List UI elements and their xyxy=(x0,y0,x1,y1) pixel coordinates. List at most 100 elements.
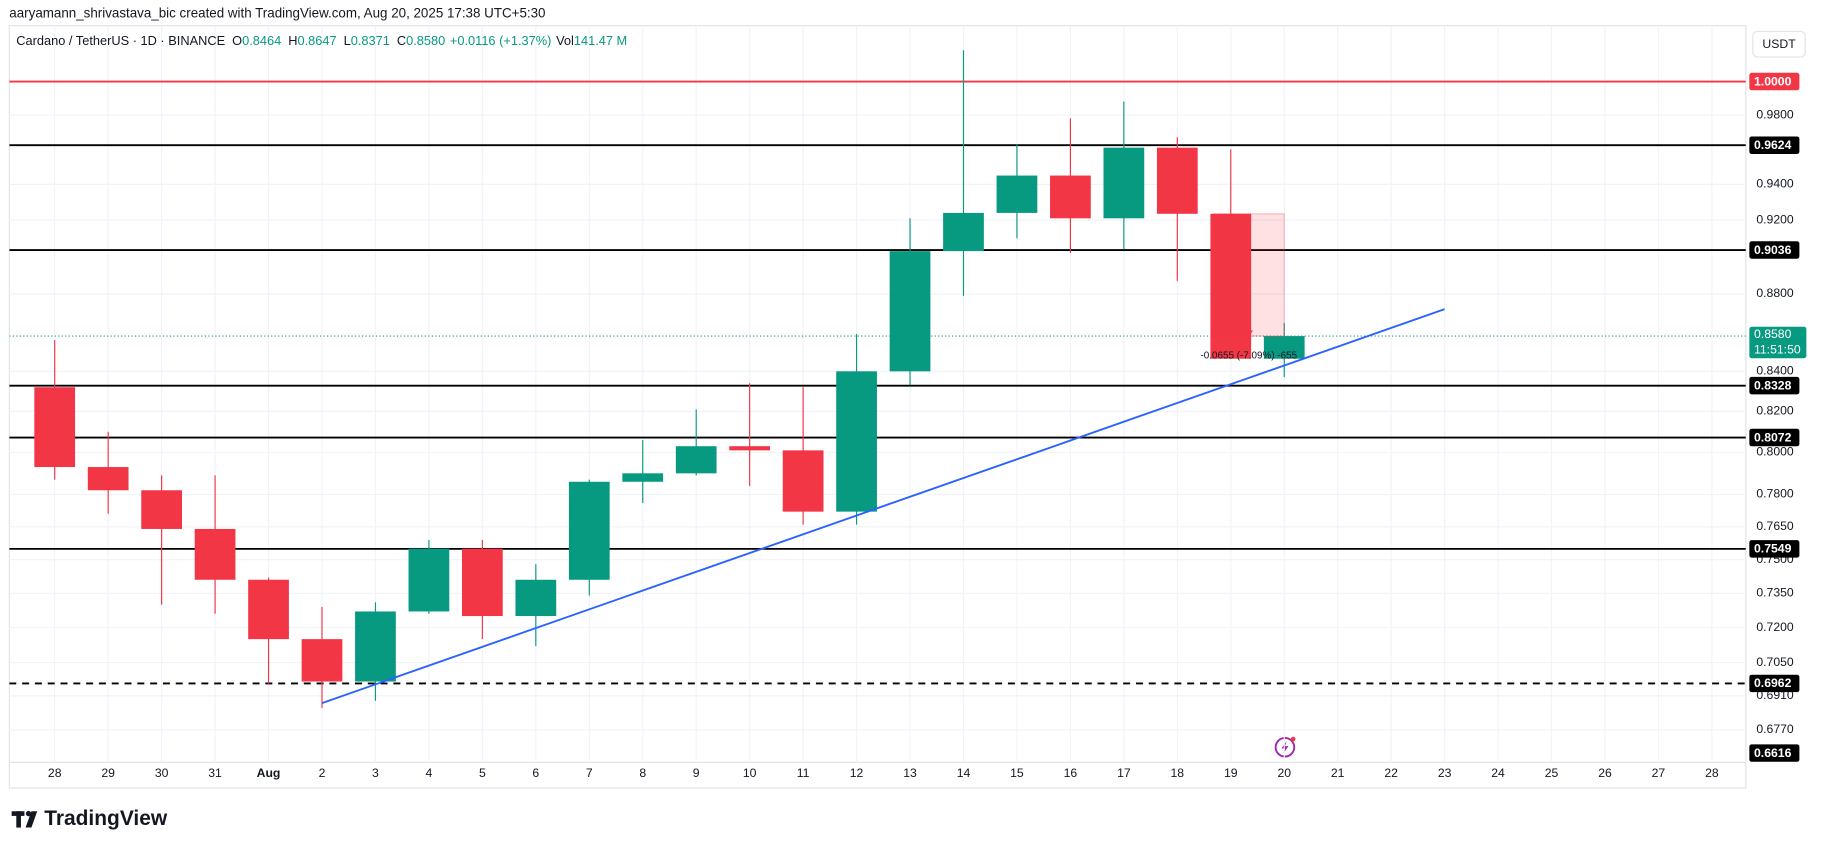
candle-body xyxy=(194,528,236,580)
logo-slash[interactable] xyxy=(25,811,38,828)
footer-logo[interactable]: TradingView xyxy=(11,807,168,830)
current-price-label: 0.8580 xyxy=(1754,327,1792,341)
x-tick-label: 29 xyxy=(101,766,115,780)
logo-dot[interactable] xyxy=(25,810,32,817)
currency-label[interactable]: USDT xyxy=(1762,37,1796,51)
x-tick-label: 28 xyxy=(48,766,62,780)
legend-volume-value: 141.47 M xyxy=(574,33,627,48)
currency-button[interactable]: USDT xyxy=(1752,30,1806,58)
legend-value: 0.8371 xyxy=(351,33,390,48)
y-tick-label: 0.8200 xyxy=(1756,404,1794,418)
plot: -0.0655 (-7.09%) -655 xyxy=(9,50,1746,708)
x-tick-label: 17 xyxy=(1117,766,1131,780)
y-tick-label: 0.7800 xyxy=(1756,487,1794,501)
level-label: 0.9036 xyxy=(1754,243,1792,257)
x-tick-label: 11 xyxy=(797,766,810,780)
legend-key: O xyxy=(232,33,242,48)
x-tick-label: 10 xyxy=(743,766,757,780)
y-tick-label: 0.7650 xyxy=(1756,519,1794,533)
x-tick-label: 4 xyxy=(426,766,433,780)
trendline xyxy=(321,308,1445,704)
countdown-label: 11:51:50 xyxy=(1754,342,1801,356)
currency-box[interactable] xyxy=(1752,30,1806,58)
level-label: 0.6616 xyxy=(1754,746,1792,760)
x-tick-label: 30 xyxy=(155,766,169,780)
brand[interactable]: TradingView xyxy=(44,807,168,830)
alert-icon[interactable] xyxy=(1274,736,1296,758)
candle-body xyxy=(1156,147,1198,214)
candle-body xyxy=(622,473,664,482)
x-tick-label: 13 xyxy=(903,766,917,780)
candle-body xyxy=(943,212,984,252)
x-tick-label: 19 xyxy=(1224,766,1238,780)
measure-label: -0.0655 (-7.09%) -655 xyxy=(1200,350,1297,361)
y-tick-label: 0.9800 xyxy=(1756,107,1794,121)
x-tick-label: 3 xyxy=(372,766,379,780)
x-tick-label: 15 xyxy=(1010,766,1024,780)
level-label: 0.8328 xyxy=(1754,378,1792,392)
x-tick-label: 18 xyxy=(1171,766,1185,780)
y-tick-label: 0.8000 xyxy=(1756,445,1794,459)
x-tick-label: 28 xyxy=(1705,766,1719,780)
legend-value: 0.8647 xyxy=(297,33,336,48)
level-label-box xyxy=(1749,744,1800,762)
level-label: 0.7549 xyxy=(1754,542,1792,556)
x-tick-label: 21 xyxy=(1331,766,1345,780)
level-label-box xyxy=(1749,72,1800,91)
x-tick-label: 22 xyxy=(1384,766,1398,780)
y-tick-label: 0.9400 xyxy=(1756,177,1794,191)
x-tick-label: 16 xyxy=(1064,766,1078,780)
candle-body xyxy=(782,450,824,512)
candle-body xyxy=(889,251,931,372)
level-label-box xyxy=(1749,376,1800,395)
legend-value: 0.8464 xyxy=(242,33,281,48)
level-label-box xyxy=(1749,674,1800,693)
level-label-box xyxy=(1749,540,1800,558)
x-tick-label: Aug xyxy=(257,766,281,780)
level-label: 0.9624 xyxy=(1754,138,1792,152)
candle-body xyxy=(34,387,76,468)
plot-frame xyxy=(8,25,1747,789)
x-tick-label: 5 xyxy=(479,766,486,780)
x-tick-label: 23 xyxy=(1438,766,1452,780)
grid xyxy=(9,25,1746,763)
y-tick-label: 0.9200 xyxy=(1756,212,1794,226)
legend-key: C xyxy=(397,33,406,48)
candle-body xyxy=(729,446,771,451)
x-tick-label: 8 xyxy=(639,766,646,780)
alert-bolt[interactable] xyxy=(1281,740,1289,754)
candle-body xyxy=(1103,147,1145,219)
candle-body xyxy=(461,548,503,617)
x-tick-label: 6 xyxy=(532,766,539,780)
x-tick-label: 25 xyxy=(1545,766,1559,780)
x-tick-label: 24 xyxy=(1491,766,1505,780)
legend: Cardano / TetherUS · 1D · BINANCE O0.8464… xyxy=(16,33,627,48)
logo-stem[interactable] xyxy=(16,811,21,828)
x-tick-label: 14 xyxy=(957,766,971,780)
candle-body xyxy=(87,467,129,491)
y-tick-label: 0.6770 xyxy=(1756,722,1794,736)
x-tick-label: 2 xyxy=(319,766,326,780)
y-tick-label: 0.8400 xyxy=(1756,364,1794,378)
candle-body xyxy=(675,446,717,474)
legend-change: +0.0116 (+1.37%) xyxy=(450,33,552,48)
candle-body xyxy=(515,579,557,617)
alert-dot[interactable] xyxy=(1290,736,1296,742)
y-axis: 0.9800 0.9400 0.9200 0.8800 0.8400 0.8200 0.80… xyxy=(1749,72,1807,762)
x-tick-label: 26 xyxy=(1598,766,1612,780)
x-tick-label: 20 xyxy=(1277,766,1291,780)
candle-body xyxy=(836,371,877,512)
level-label: 0.6962 xyxy=(1754,676,1792,690)
legend-volume-key: Vol xyxy=(556,33,574,48)
candle-body xyxy=(1263,336,1305,359)
candle-body xyxy=(141,490,182,529)
current-price-box xyxy=(1749,326,1807,359)
candle-body xyxy=(568,481,610,580)
legend-value: 0.8580 xyxy=(406,33,445,48)
legend-symbol: Cardano / TetherUS · 1D · BINANCE xyxy=(16,33,225,48)
candle-body xyxy=(996,175,1038,213)
x-tick-label: 9 xyxy=(693,766,700,780)
x-tick-label: 7 xyxy=(586,766,593,780)
level-label: 1.0000 xyxy=(1754,74,1792,88)
